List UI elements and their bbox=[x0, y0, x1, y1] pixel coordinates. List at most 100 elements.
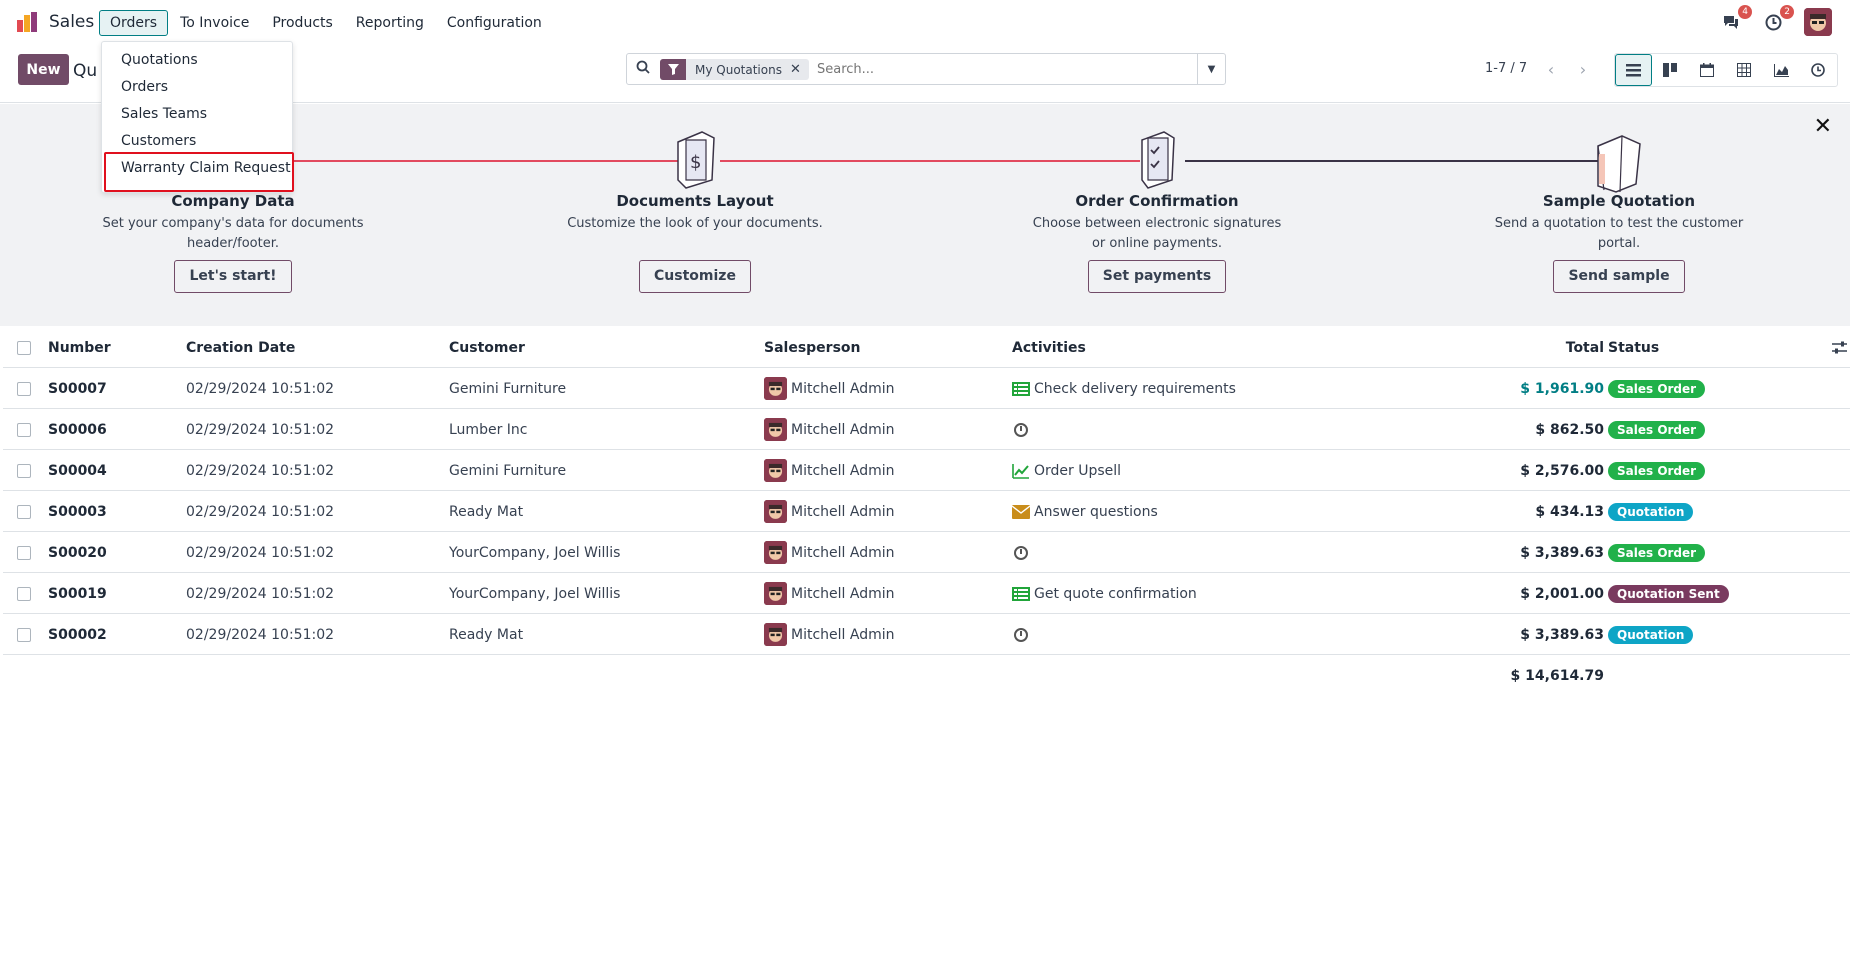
pivot-view-icon[interactable] bbox=[1726, 54, 1763, 86]
order-number[interactable]: S00003 bbox=[48, 503, 107, 520]
dropdown-item-quotations[interactable]: Quotations bbox=[121, 52, 198, 68]
dropdown-item-customers[interactable]: Customers bbox=[121, 133, 197, 149]
activity[interactable]: Answer questions bbox=[1012, 491, 1158, 532]
graph-view-icon[interactable] bbox=[1763, 54, 1800, 86]
activity-view-icon[interactable] bbox=[1800, 54, 1837, 86]
set-payments-button[interactable]: Set payments bbox=[1087, 260, 1227, 293]
sales-app-icon[interactable] bbox=[16, 11, 38, 33]
salesperson-avatar[interactable] bbox=[764, 582, 787, 605]
search-input[interactable] bbox=[817, 59, 1177, 80]
messages-icon[interactable]: 4 bbox=[1718, 5, 1752, 35]
order-number[interactable]: S00020 bbox=[48, 544, 107, 561]
remove-facet-icon[interactable]: ✕ bbox=[789, 62, 801, 77]
checkbox-box[interactable] bbox=[17, 504, 31, 519]
row-checkbox[interactable] bbox=[17, 368, 31, 409]
activities-clock-icon[interactable]: 2 bbox=[1760, 5, 1794, 35]
row-checkbox[interactable] bbox=[17, 532, 31, 573]
search-bar[interactable]: My Quotations ✕ ▼ bbox=[626, 53, 1226, 85]
menu-reporting[interactable]: Reporting bbox=[355, 15, 424, 31]
table-row[interactable]: S00003 02/29/2024 10:51:02 Ready Mat Mitche… bbox=[3, 491, 1850, 532]
salesperson-avatar[interactable] bbox=[764, 623, 787, 646]
checkbox-box[interactable] bbox=[17, 586, 31, 601]
menu-configuration[interactable]: Configuration bbox=[446, 15, 542, 31]
salesperson-avatar[interactable] bbox=[764, 541, 787, 564]
optional-columns-icon[interactable] bbox=[1832, 327, 1847, 368]
new-button[interactable]: New bbox=[18, 54, 69, 85]
search-options-toggle-icon[interactable]: ▼ bbox=[1197, 54, 1225, 84]
salesperson-avatar[interactable] bbox=[764, 500, 787, 523]
dropdown-item-warranty-claim-request[interactable]: Warranty Claim Request bbox=[121, 160, 291, 176]
pager-previous-icon[interactable]: ‹ bbox=[1547, 59, 1555, 79]
salesperson-avatar[interactable] bbox=[764, 459, 787, 482]
order-number[interactable]: S00006 bbox=[48, 421, 107, 438]
order-number[interactable]: S00007 bbox=[48, 380, 107, 397]
dropdown-item-sales-teams[interactable]: Sales Teams bbox=[121, 106, 208, 122]
clock-icon[interactable] bbox=[1012, 544, 1030, 562]
header-total[interactable]: Total bbox=[1565, 339, 1604, 356]
app-name[interactable]: Sales bbox=[49, 12, 95, 32]
pager-next-icon[interactable]: › bbox=[1579, 59, 1587, 79]
dropdown-item-orders[interactable]: Orders bbox=[121, 79, 169, 95]
list-view-icon[interactable] bbox=[1615, 54, 1652, 86]
menu-products[interactable]: Products bbox=[272, 15, 333, 31]
activity-summary[interactable]: Order Upsell bbox=[1034, 462, 1122, 479]
header-customer[interactable]: Customer bbox=[449, 339, 525, 356]
user-avatar[interactable] bbox=[1804, 8, 1832, 36]
todo-list-icon[interactable] bbox=[1012, 585, 1030, 603]
table-row[interactable]: S00019 02/29/2024 10:51:02 YourCompany, Jo… bbox=[3, 573, 1850, 614]
activity[interactable]: Get quote confirmation bbox=[1012, 573, 1197, 614]
status-badge: Sales Order bbox=[1608, 420, 1706, 439]
lets-start-button[interactable]: Let's start! bbox=[174, 260, 292, 293]
send-sample-button[interactable]: Send sample bbox=[1553, 260, 1685, 293]
table-row[interactable]: S00006 02/29/2024 10:51:02 Lumber Inc Mitch… bbox=[3, 409, 1850, 450]
checkbox-box[interactable] bbox=[17, 381, 31, 396]
envelope-icon[interactable] bbox=[1012, 503, 1030, 521]
search-icon[interactable] bbox=[636, 60, 650, 78]
checkbox-box[interactable] bbox=[17, 340, 31, 355]
checkbox-box[interactable] bbox=[17, 463, 31, 478]
header-creation-date[interactable]: Creation Date bbox=[186, 339, 296, 356]
order-number[interactable]: S00004 bbox=[48, 462, 107, 479]
row-checkbox[interactable] bbox=[17, 614, 31, 655]
table-row[interactable]: S00007 02/29/2024 10:51:02 Gemini Furnitur… bbox=[3, 368, 1850, 409]
activity-summary[interactable]: Check delivery requirements bbox=[1034, 380, 1236, 397]
pager-value[interactable]: 1-7 / 7 bbox=[1485, 61, 1528, 76]
customize-button[interactable]: Customize bbox=[639, 260, 751, 293]
upsell-chart-icon[interactable] bbox=[1012, 462, 1030, 480]
order-number[interactable]: S00019 bbox=[48, 585, 107, 602]
activity[interactable] bbox=[1012, 614, 1034, 655]
activity-summary[interactable]: Answer questions bbox=[1034, 503, 1158, 520]
activity-summary[interactable]: Get quote confirmation bbox=[1034, 585, 1197, 602]
todo-list-icon[interactable] bbox=[1012, 380, 1030, 398]
header-activities[interactable]: Activities bbox=[1012, 339, 1086, 356]
clock-icon[interactable] bbox=[1012, 626, 1030, 644]
row-checkbox[interactable] bbox=[17, 409, 31, 450]
activity[interactable]: Check delivery requirements bbox=[1012, 368, 1236, 409]
menu-to-invoice[interactable]: To Invoice bbox=[180, 15, 250, 31]
select-all-checkbox[interactable] bbox=[17, 327, 31, 368]
kanban-view-icon[interactable] bbox=[1652, 54, 1689, 86]
activity[interactable] bbox=[1012, 409, 1034, 450]
clock-icon[interactable] bbox=[1012, 421, 1030, 439]
table-row[interactable]: S00020 02/29/2024 10:51:02 YourCompany, Jo… bbox=[3, 532, 1850, 573]
header-status[interactable]: Status bbox=[1608, 339, 1660, 356]
row-checkbox[interactable] bbox=[17, 573, 31, 614]
checkbox-box[interactable] bbox=[17, 545, 31, 560]
header-number[interactable]: Number bbox=[48, 339, 111, 356]
table-row[interactable]: S00002 02/29/2024 10:51:02 Ready Mat Mitche… bbox=[3, 614, 1850, 655]
checkbox-box[interactable] bbox=[17, 627, 31, 642]
row-checkbox[interactable] bbox=[17, 491, 31, 532]
calendar-view-icon[interactable] bbox=[1689, 54, 1726, 86]
salesperson-avatar[interactable] bbox=[764, 377, 787, 400]
salesperson-avatar[interactable] bbox=[764, 418, 787, 441]
order-number[interactable]: S00002 bbox=[48, 626, 107, 643]
activity[interactable] bbox=[1012, 532, 1034, 573]
header-salesperson[interactable]: Salesperson bbox=[764, 339, 861, 356]
table-row[interactable]: S00004 02/29/2024 10:51:02 Gemini Furnitur… bbox=[3, 450, 1850, 491]
activity[interactable]: Order Upsell bbox=[1012, 450, 1121, 491]
row-checkbox[interactable] bbox=[17, 450, 31, 491]
filter-facet[interactable]: My Quotations ✕ bbox=[660, 59, 809, 80]
menu-orders[interactable]: Orders bbox=[99, 10, 169, 36]
close-onboarding-icon[interactable]: ✕ bbox=[1813, 114, 1832, 139]
checkbox-box[interactable] bbox=[17, 422, 31, 437]
